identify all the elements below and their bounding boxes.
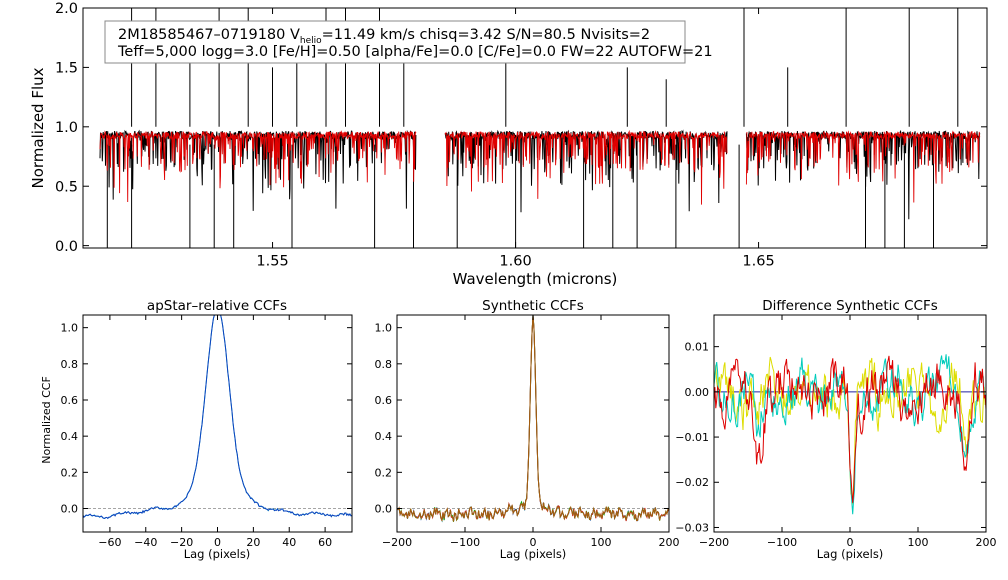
synthetic-ccf-series-2	[396, 314, 670, 523]
synthetic-ccf-title: Synthetic CCFs	[482, 298, 584, 314]
synthetic-ccf-panel: Synthetic CCFs −200 −100 0 100 200 0.0 0.2 0.4 0…	[375, 298, 680, 561]
synthetic-ccf-y-tick-label: 1.0	[375, 322, 393, 335]
synthetic-ccf-series-4	[396, 314, 670, 522]
synthetic-ccf-x-tick-label: −100	[450, 536, 480, 549]
difference-ccf-series-3	[713, 355, 987, 503]
apstar-ccf-x-tick-label: 40	[282, 536, 296, 549]
synthetic-ccf-lines	[396, 314, 670, 523]
spectrum-y-tick-label: 0.0	[55, 239, 78, 255]
difference-ccf-y-tick-label: −0.02	[675, 476, 709, 489]
apstar-ccf-ticks: −60 −40 −20 0 20 40 60 0.0 0.2 0.4 0.6 0.8 1.0	[61, 315, 352, 549]
legend-vhelio-subscript: helio	[300, 36, 322, 46]
spectrum-series-observed	[99, 8, 981, 248]
spectrum-y-tick-label: 1.0	[55, 120, 78, 136]
spectrum-y-tick-label: 1.5	[55, 61, 78, 77]
difference-ccf-y-tick-label: −0.03	[675, 521, 709, 534]
spectrum-legend-line2: Teff=5,000 logg=3.0 [Fe/H]=0.50 [alpha/F…	[117, 44, 713, 60]
apstar-ccf-frame	[82, 314, 353, 533]
synthetic-ccf-x-tick-label: 100	[591, 536, 612, 549]
difference-ccf-series-2	[713, 354, 987, 515]
apstar-ccf-y-tick-label: 0.8	[61, 358, 79, 371]
apstar-ccf-x-axis-label: Lag (pixels)	[184, 547, 251, 561]
apstar-ccf-series-1	[82, 314, 353, 520]
apstar-ccf-series-2	[82, 314, 353, 520]
synthetic-ccf-x-axis-label: Lag (pixels)	[500, 547, 567, 561]
synthetic-ccf-x-tick-label: 0	[530, 536, 537, 549]
synthetic-ccf-y-tick-label: 0.0	[375, 502, 393, 515]
spectrum-x-axis-label: Wavelength (microns)	[453, 270, 618, 288]
apstar-ccf-lines	[82, 314, 353, 520]
synthetic-ccf-y-tick-label: 0.2	[375, 466, 393, 479]
spectrum-y-tick-label: 2.0	[55, 1, 78, 17]
difference-ccf-x-tick-label: −200	[699, 536, 729, 549]
spectrum-x-tick-label: 1.55	[256, 254, 288, 270]
legend-star-id: 2M18585467–0719180 V	[118, 27, 300, 43]
apstar-ccf-x-tick-label: 0	[214, 536, 221, 549]
spectrum-x-tick-label: 1.60	[499, 254, 531, 270]
synthetic-ccf-x-tick-label: −200	[382, 536, 412, 549]
difference-ccf-series-1	[713, 356, 987, 505]
difference-ccf-x-tick-label: 100	[908, 536, 929, 549]
spectrum-x-tick-label: 1.65	[742, 254, 774, 270]
difference-ccf-lines	[713, 354, 987, 515]
apstar-ccf-y-tick-label: 0.4	[61, 430, 79, 443]
difference-ccf-x-tick-label: 200	[976, 536, 997, 549]
spectrum-ticks: 1.55 1.60 1.65 0.0 0.5 1.0 1.5 2.0	[55, 1, 987, 270]
apstar-ccf-y-tick-label: 0.0	[61, 502, 79, 515]
spectrum-legend-box	[104, 20, 686, 64]
spectrum-legend-line1: 2M18585467–0719180 Vhelio=11.49 km/s chi…	[118, 27, 650, 46]
apstar-ccf-y-axis-label: Normalized CCF	[40, 376, 53, 464]
difference-ccf-x-axis-label: Lag (pixels)	[817, 547, 884, 561]
spectrum-y-tick-label: 0.5	[55, 179, 78, 195]
difference-ccf-frame	[713, 314, 987, 533]
synthetic-ccf-series-1	[396, 314, 670, 523]
apstar-ccf-y-tick-label: 0.2	[61, 466, 79, 479]
apstar-ccf-y-tick-label: 0.6	[61, 394, 79, 407]
synthetic-ccf-y-tick-label: 0.4	[375, 430, 393, 443]
synthetic-ccf-x-tick-label: 200	[659, 536, 680, 549]
apstar-ccf-title: apStar–relative CCFs	[147, 298, 287, 314]
difference-ccf-x-tick-label: 0	[847, 536, 854, 549]
difference-ccf-y-tick-label: −0.01	[675, 431, 709, 444]
synthetic-ccf-y-tick-label: 0.8	[375, 358, 393, 371]
difference-ccf-y-tick-label: 0.00	[685, 386, 710, 399]
difference-ccf-x-tick-label: −100	[767, 536, 797, 549]
synthetic-ccf-frame	[396, 314, 670, 533]
spectrum-lines	[99, 8, 981, 248]
apstar-ccf-x-tick-label: 60	[318, 536, 332, 549]
synthetic-ccf-series-3	[396, 314, 670, 522]
apstar-ccf-x-tick-label: −20	[170, 536, 193, 549]
apstar-ccf-y-tick-label: 1.0	[61, 322, 79, 335]
spectrum-plot-frame	[82, 7, 988, 249]
difference-ccf-y-tick-label: 0.01	[685, 341, 710, 354]
apstar-ccf-x-tick-label: −40	[134, 536, 157, 549]
apstar-ccf-panel: apStar–relative CCFs −60 −40 −20 0 20 40 60 0.0…	[40, 298, 353, 561]
synthetic-ccf-ticks: −200 −100 0 100 200 0.0 0.2 0.4 0.6 0.8 1.0	[375, 315, 680, 549]
spectrum-y-axis-label: Normalized Flux	[29, 67, 47, 188]
apstar-ccf-x-tick-label: −60	[98, 536, 121, 549]
legend-vhelio-stats: =11.49 km/s chisq=3.42 S/N=80.5 Nvisits=…	[322, 27, 650, 43]
difference-ccf-ticks: −200 −100 0 100 200 −0.03 −0.02 −0.01 0.00 0.01	[675, 315, 997, 549]
spectrum-panel: 1.55 1.60 1.65 0.0 0.5 1.0 1.5 2.0 2M18585467–0…	[29, 1, 988, 288]
synthetic-ccf-y-tick-label: 0.6	[375, 394, 393, 407]
spectrum-series-model	[99, 129, 981, 205]
difference-ccf-title: Difference Synthetic CCFs	[762, 298, 938, 314]
difference-ccf-panel: Difference Synthetic CCFs −200 −100 0 100 20…	[675, 298, 996, 561]
apstar-ccf-x-tick-label: 20	[246, 536, 260, 549]
